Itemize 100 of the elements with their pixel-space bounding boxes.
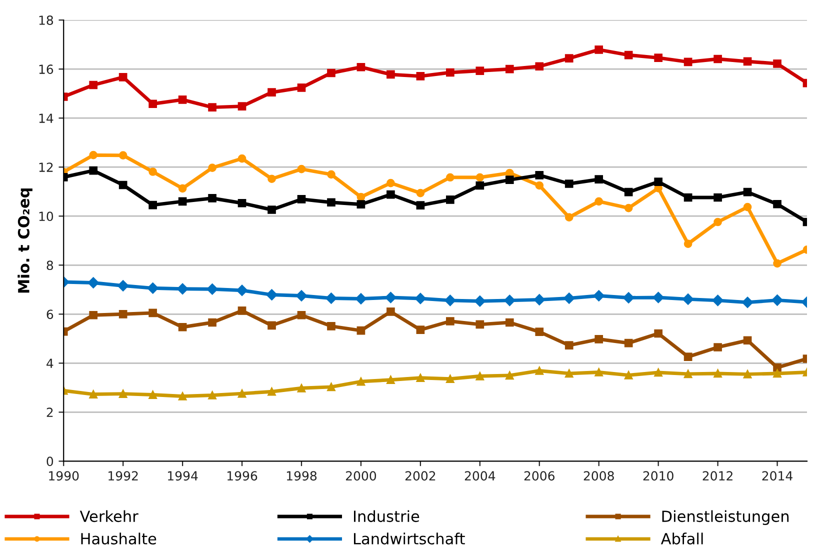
point [564, 180, 574, 188]
point [624, 371, 633, 380]
point [714, 369, 722, 378]
point [208, 194, 216, 202]
legend-label: Verkehr [80, 510, 138, 522]
point [386, 376, 395, 384]
x-tick-label: 2006 [524, 471, 554, 481]
point [476, 372, 484, 380]
point [356, 326, 366, 335]
point [742, 296, 754, 308]
point [117, 280, 129, 292]
point [534, 294, 545, 306]
point [327, 382, 336, 392]
point [208, 318, 216, 327]
point [654, 368, 662, 377]
point [564, 292, 575, 304]
x-tick-label: 2004 [464, 471, 496, 481]
point [773, 60, 782, 68]
point [297, 310, 306, 320]
point [773, 200, 782, 208]
point [89, 166, 98, 175]
point [654, 178, 662, 186]
point [773, 369, 782, 378]
point [268, 387, 276, 396]
point [268, 206, 276, 214]
point [624, 188, 633, 196]
point [564, 341, 574, 350]
point [446, 317, 454, 326]
point [414, 292, 426, 304]
point [476, 173, 484, 182]
point [684, 352, 692, 361]
point [148, 168, 157, 176]
y-tick-label: 10 [39, 212, 54, 222]
point [238, 102, 246, 110]
point [355, 293, 367, 304]
point [148, 308, 157, 318]
point [416, 201, 425, 210]
y-axis-title: Mio. t CO₂eq [18, 188, 32, 293]
point [476, 66, 484, 75]
point [268, 88, 276, 97]
y-tick-label: 4 [46, 358, 54, 368]
legend-label: Landwirtschaft [354, 532, 465, 544]
point [148, 100, 157, 108]
point [624, 338, 633, 348]
point [624, 50, 633, 60]
point [268, 321, 276, 330]
point [88, 277, 99, 288]
point [652, 292, 664, 304]
point [178, 184, 187, 193]
legend-label: Industrie [354, 510, 420, 522]
point [505, 64, 514, 74]
point [297, 384, 306, 392]
point [206, 284, 218, 295]
point [386, 190, 395, 199]
y-tick-label: 0 [46, 456, 54, 466]
point [238, 154, 246, 163]
x-tick-label: 2002 [405, 471, 436, 481]
point [505, 176, 514, 184]
point [238, 198, 246, 208]
point [535, 366, 544, 375]
point [268, 174, 276, 184]
point [118, 180, 128, 190]
point [684, 370, 692, 378]
point [594, 197, 604, 206]
point [593, 290, 604, 302]
legend-label: Abfall [660, 532, 703, 544]
x-tick-label: 2014 [762, 471, 792, 481]
point [743, 202, 752, 212]
point [654, 329, 662, 338]
point [297, 195, 306, 204]
y-tick-label: 2 [46, 408, 53, 417]
y-tick-label: 6 [46, 310, 54, 320]
point [327, 170, 336, 179]
point [446, 374, 454, 384]
point [714, 193, 722, 202]
y-tick-label: 12 [39, 162, 53, 172]
point [446, 68, 454, 77]
x-tick-label: 1996 [227, 471, 258, 481]
point [594, 368, 604, 376]
point [327, 68, 336, 78]
point [416, 72, 425, 80]
x-tick-label: 1998 [286, 471, 317, 481]
point [296, 290, 308, 302]
x-tick-label: 2012 [702, 471, 732, 481]
point [297, 84, 306, 92]
point [236, 284, 248, 296]
point [416, 326, 425, 334]
point [208, 391, 216, 400]
point [238, 389, 246, 398]
point [118, 310, 128, 318]
point [535, 62, 544, 71]
point [714, 218, 722, 226]
point [684, 240, 692, 248]
x-tick-label: 2000 [346, 471, 376, 481]
y-tick-label: 14 [39, 114, 54, 123]
point [624, 204, 633, 212]
point [327, 198, 336, 207]
point [385, 292, 396, 304]
point [684, 58, 692, 66]
point [327, 322, 336, 330]
